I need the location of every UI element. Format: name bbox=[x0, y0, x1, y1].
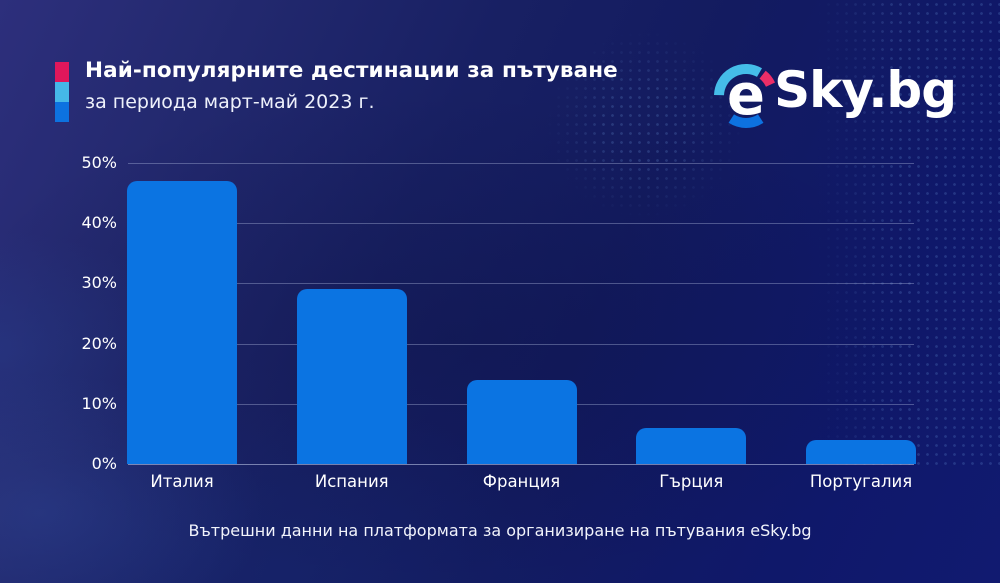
y-axis-tick-label: 40% bbox=[81, 213, 117, 233]
accent-stripe bbox=[55, 62, 69, 122]
page-subtitle: за периода март-май 2023 г. bbox=[85, 91, 375, 113]
y-axis-tick-label: 50% bbox=[81, 153, 117, 172]
gridline-30 bbox=[128, 283, 914, 285]
logo-word: Sky bbox=[774, 61, 869, 119]
logo-text: Sky.bg bbox=[774, 65, 957, 115]
x-axis-category-label: Франция bbox=[482, 472, 561, 491]
esky-logo: e Sky.bg bbox=[706, 50, 957, 136]
titles: Най-популярните дестинации за пътуване з… bbox=[85, 56, 618, 122]
gridline-0 bbox=[128, 464, 914, 465]
logo-arc-accent bbox=[759, 70, 776, 87]
gridline-20 bbox=[128, 343, 914, 345]
y-axis-tick-label: 0% bbox=[91, 454, 117, 473]
x-axis-category-label: Гърция bbox=[659, 472, 724, 491]
bar-Гърция bbox=[636, 427, 747, 464]
logo-arc-bottom bbox=[728, 114, 764, 128]
source-note: Вътрешни данни на платформата за организ… bbox=[188, 521, 812, 540]
esky-emblem-icon: e bbox=[714, 63, 776, 128]
logo-suffix: .bg bbox=[868, 61, 957, 119]
y-axis-tick-label: 30% bbox=[81, 273, 117, 293]
accent-stripe-segment bbox=[55, 82, 69, 102]
gridline-50 bbox=[128, 163, 914, 164]
gridline-40 bbox=[128, 223, 914, 225]
x-axis-category-label: Италия bbox=[150, 472, 214, 491]
bar-Испания bbox=[296, 289, 407, 464]
page-title: Най-популярните дестинации за пътуване bbox=[85, 58, 618, 83]
x-axis-category-label: Испания bbox=[314, 472, 389, 491]
accent-stripe-segment bbox=[55, 102, 69, 122]
bar-Португалия bbox=[806, 439, 916, 464]
accent-stripe-segment bbox=[55, 62, 69, 82]
bar-Италия bbox=[127, 181, 237, 464]
y-axis-tick-label: 10% bbox=[81, 393, 117, 413]
bar-Франция bbox=[466, 379, 577, 464]
x-axis-category-label: Португалия bbox=[809, 472, 913, 491]
y-axis-tick-label: 20% bbox=[81, 333, 117, 353]
logo-letter: e bbox=[727, 63, 765, 128]
logo-arc-top bbox=[714, 64, 763, 96]
header: Най-популярните дестинации за пътуване з… bbox=[55, 56, 618, 122]
